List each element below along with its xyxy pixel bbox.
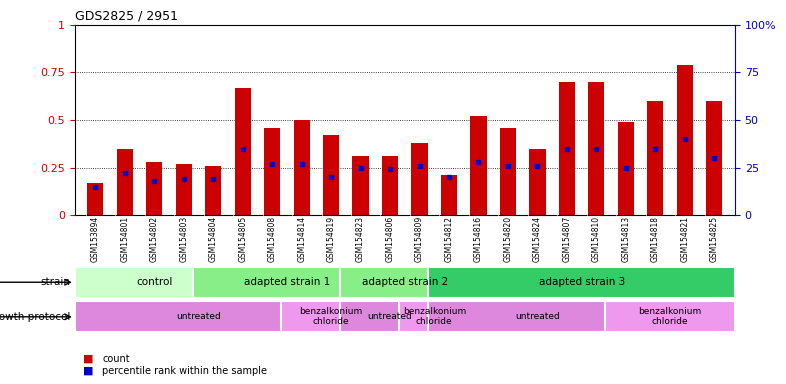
Bar	[175, 164, 192, 215]
Bar	[399, 301, 470, 332]
Text: count: count	[102, 354, 130, 364]
Bar	[647, 101, 663, 215]
Bar	[428, 267, 735, 298]
Text: benzalkonium
chloride: benzalkonium chloride	[402, 307, 466, 326]
Bar	[340, 301, 440, 332]
Text: GSM154801: GSM154801	[120, 216, 129, 262]
Text: GSM154809: GSM154809	[415, 216, 424, 262]
Text: untreated: untreated	[368, 312, 413, 321]
Text: GSM154804: GSM154804	[209, 216, 218, 262]
Text: GSM154807: GSM154807	[563, 216, 571, 262]
Text: GSM153894: GSM153894	[91, 216, 100, 262]
Bar	[588, 82, 604, 215]
Bar	[87, 183, 104, 215]
Text: GSM154805: GSM154805	[238, 216, 247, 262]
Text: GSM154824: GSM154824	[533, 216, 542, 262]
Text: ■: ■	[83, 366, 93, 376]
Text: GSM154812: GSM154812	[445, 216, 454, 262]
Text: GSM154803: GSM154803	[179, 216, 188, 262]
Text: benzalkonium
chloride: benzalkonium chloride	[299, 307, 362, 326]
Bar	[470, 116, 487, 215]
Bar	[281, 301, 381, 332]
Text: ■: ■	[83, 354, 93, 364]
Bar	[323, 135, 340, 215]
Bar	[441, 175, 457, 215]
Bar	[193, 267, 381, 298]
Bar	[75, 267, 234, 298]
Bar	[146, 162, 163, 215]
Text: GSM154821: GSM154821	[681, 216, 689, 262]
Text: control: control	[136, 277, 172, 287]
Bar	[75, 301, 322, 332]
Text: adapted strain 1: adapted strain 1	[244, 277, 330, 287]
Text: GDS2825 / 2951: GDS2825 / 2951	[75, 9, 178, 22]
Text: GSM154808: GSM154808	[268, 216, 277, 262]
Text: benzalkonium
chloride: benzalkonium chloride	[638, 307, 702, 326]
Bar	[293, 120, 310, 215]
Text: GSM154816: GSM154816	[474, 216, 483, 262]
Text: strain: strain	[41, 277, 71, 287]
Bar	[340, 267, 470, 298]
Text: GSM154806: GSM154806	[386, 216, 395, 262]
Text: GSM154814: GSM154814	[297, 216, 306, 262]
Bar	[264, 127, 281, 215]
Text: GSM154802: GSM154802	[150, 216, 159, 262]
Bar	[529, 149, 545, 215]
Bar	[618, 122, 634, 215]
Text: percentile rank within the sample: percentile rank within the sample	[102, 366, 267, 376]
Bar	[706, 101, 722, 215]
Bar	[382, 156, 399, 215]
Bar	[559, 82, 575, 215]
Bar	[677, 65, 693, 215]
Text: GSM154825: GSM154825	[710, 216, 718, 262]
Bar	[234, 88, 251, 215]
Bar	[205, 166, 222, 215]
Bar	[500, 127, 516, 215]
Bar	[352, 156, 369, 215]
Text: untreated: untreated	[515, 312, 560, 321]
Text: growth protocol: growth protocol	[0, 312, 71, 322]
Text: GSM154823: GSM154823	[356, 216, 365, 262]
Text: untreated: untreated	[176, 312, 221, 321]
Text: GSM154820: GSM154820	[504, 216, 512, 262]
Bar	[116, 149, 133, 215]
Text: adapted strain 3: adapted strain 3	[538, 277, 625, 287]
Text: adapted strain 2: adapted strain 2	[362, 277, 448, 287]
Bar	[411, 143, 428, 215]
Text: GSM154813: GSM154813	[622, 216, 630, 262]
Text: GSM154810: GSM154810	[592, 216, 601, 262]
Text: GSM154819: GSM154819	[327, 216, 336, 262]
Text: GSM154818: GSM154818	[651, 216, 659, 262]
Bar	[428, 301, 647, 332]
Bar	[605, 301, 735, 332]
